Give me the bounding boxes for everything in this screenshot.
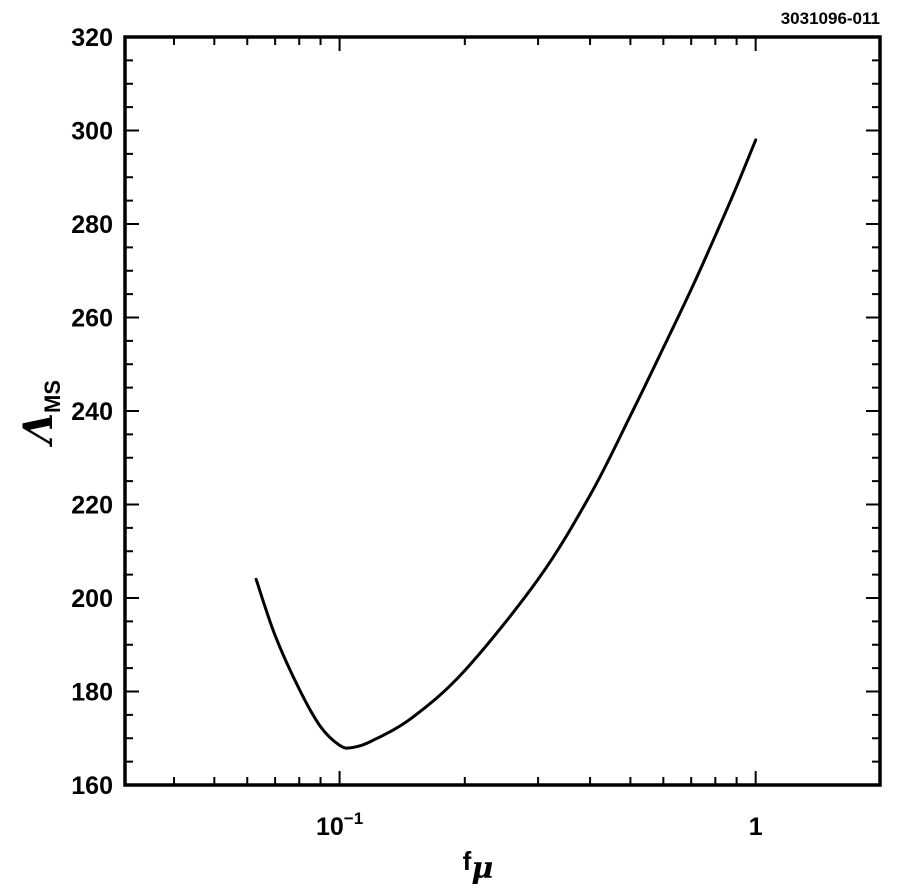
y-tick-label: 260 bbox=[71, 305, 113, 333]
x-axis-label: fμ bbox=[463, 846, 494, 886]
x-tick-label: 1 bbox=[749, 813, 763, 841]
y-tick-label: 200 bbox=[71, 585, 113, 613]
y-tick-label: 180 bbox=[71, 679, 113, 707]
y-axis-label-base: Λ bbox=[15, 413, 62, 448]
x-tick-label-base: 10 bbox=[316, 813, 344, 841]
y-tick-label: 320 bbox=[71, 24, 113, 52]
x-tick-label: 10−1 bbox=[316, 809, 363, 841]
x-tick-label-base: 1 bbox=[749, 813, 763, 841]
y-tick-label: 160 bbox=[71, 772, 113, 800]
x-axis-label-subscript: μ bbox=[471, 851, 493, 886]
y-axis-label-subscript: MS bbox=[40, 380, 65, 413]
y-tick-label: 220 bbox=[71, 492, 113, 520]
y-tick-label: 240 bbox=[71, 398, 113, 426]
ticks bbox=[125, 36, 880, 786]
data-line bbox=[254, 138, 758, 750]
plot-frame bbox=[123, 35, 882, 787]
y-tick-label: 280 bbox=[71, 211, 113, 239]
y-axis-label: ΛMS bbox=[15, 380, 65, 448]
figure-id-label: 3031096-011 bbox=[781, 9, 880, 28]
x-axis-label-base: f bbox=[463, 846, 472, 876]
x-tick-label-exponent: −1 bbox=[344, 809, 363, 828]
tick-labels: 160 180 200 220 240 260 280 300 320 10−1 1 bbox=[71, 24, 762, 841]
y-tick-label: 300 bbox=[71, 118, 113, 146]
